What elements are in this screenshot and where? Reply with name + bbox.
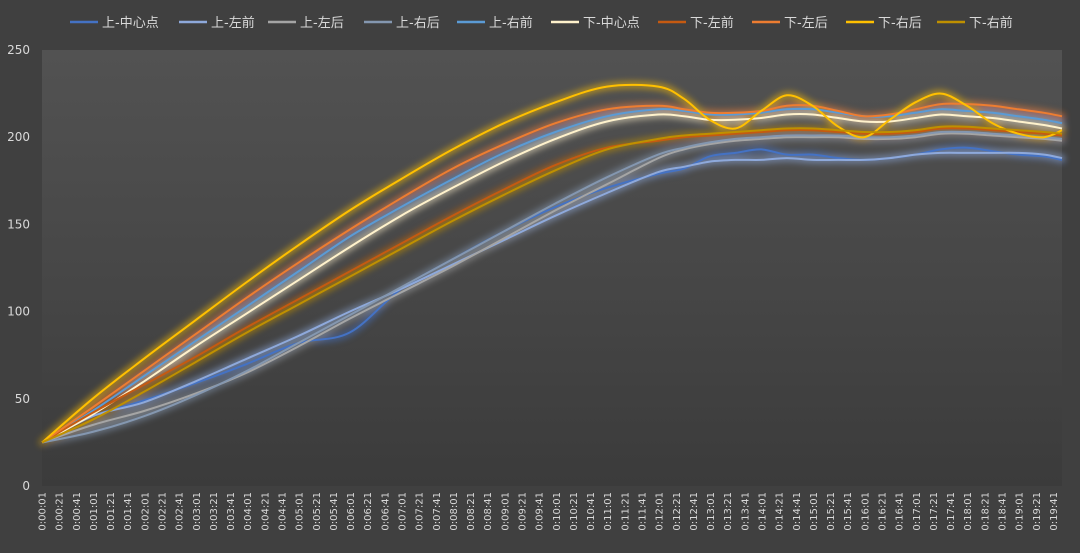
series-1-line: [41, 146, 1063, 444]
x-tick-label: 0:16:21: [878, 492, 889, 531]
x-tick-label: 0:18:41: [998, 492, 1009, 531]
legend-label: 下-左前: [690, 15, 734, 31]
series-7-line: [41, 127, 1063, 444]
y-tick-label: 250: [7, 43, 30, 57]
x-tick-label: 0:14:21: [775, 492, 786, 531]
series-9-line: [41, 83, 1063, 444]
x-tick-label: 0:00:21: [55, 492, 66, 531]
x-tick-label: 0:18:01: [963, 492, 974, 531]
legend-label: 上-左前: [211, 15, 255, 31]
x-tick-label: 0:16:41: [895, 492, 906, 531]
x-tick-label: 0:10:01: [552, 492, 563, 531]
x-tick-label: 0:14:01: [758, 492, 769, 531]
x-tick-label: 0:10:41: [586, 492, 597, 531]
series-2-line: [41, 151, 1063, 444]
x-tick-label: 0:09:01: [500, 492, 511, 531]
x-tick-label: 0:14:41: [792, 492, 803, 531]
x-tick-label: 0:13:41: [740, 492, 751, 531]
x-tick-label: 0:17:41: [946, 492, 957, 531]
legend-label: 上-左后: [300, 16, 344, 31]
x-tick-label: 0:11:01: [603, 492, 614, 531]
x-tick-label: 0:12:41: [689, 492, 700, 531]
x-tick-label: 0:07:41: [432, 492, 443, 531]
x-tick-label: 0:12:21: [672, 492, 683, 531]
x-tick-label: 0:18:21: [980, 492, 991, 531]
legend: 上-中心点 上-左前 上-左后 上-右后 上-右前 下-中心点 下-左前 下-左后 下-右后 下-…: [70, 15, 1013, 31]
legend-label: 下-中心点: [583, 16, 640, 31]
legend-label: 上-右前: [489, 15, 533, 31]
legend-label: 下-右后: [878, 16, 922, 31]
legend-label: 下-左后: [784, 16, 828, 31]
x-tick-label: 0:08:41: [483, 492, 494, 531]
x-tick-label: 0:09:41: [535, 492, 546, 531]
series-5-line: [41, 107, 1063, 444]
x-tick-label: 0:00:41: [72, 492, 83, 531]
x-tick-label: 0:02:01: [140, 492, 151, 531]
x-tick-label: 0:06:01: [346, 492, 357, 531]
y-tick-label: 200: [7, 130, 30, 144]
x-tick-label: 0:07:01: [398, 492, 409, 531]
series-10-line: [41, 125, 1063, 444]
x-tick-label: 0:10:21: [569, 492, 580, 531]
x-tick-label: 0:04:41: [278, 492, 289, 531]
x-tick-label: 0:16:01: [860, 492, 871, 531]
x-tick-label: 0:13:01: [706, 492, 717, 531]
x-tick-label: 0:00:01: [38, 492, 49, 531]
x-tick-label: 0:11:41: [638, 492, 649, 531]
x-tick-label: 0:08:21: [466, 492, 477, 531]
x-tick-label: 0:08:01: [449, 492, 460, 531]
x-tick-label: 0:09:21: [518, 492, 529, 531]
x-tick-label: 0:19:01: [1015, 492, 1026, 531]
x-tick-label: 0:03:21: [209, 492, 220, 531]
y-tick-label: 50: [15, 392, 30, 406]
x-tick-label: 0:01:21: [106, 492, 117, 531]
series-3-line: [41, 132, 1063, 444]
legend-label: 下-右前: [969, 15, 1013, 31]
x-tick-label: 0:06:41: [380, 492, 391, 531]
series-8-line: [41, 102, 1063, 444]
x-tick-label: 0:01:41: [123, 492, 134, 531]
x-tick-label: 0:06:21: [363, 492, 374, 531]
x-tick-label: 0:15:41: [843, 492, 854, 531]
x-tick-label: 0:04:01: [243, 492, 254, 531]
x-tick-label: 0:03:41: [226, 492, 237, 531]
legend-label: 上-右后: [396, 16, 440, 31]
x-tick-label: 0:15:01: [809, 492, 820, 531]
x-tick-label: 0:05:41: [329, 492, 340, 531]
series-4-line: [42, 130, 1063, 444]
x-tick-label: 0:19:21: [1032, 492, 1043, 531]
legend-label: 上-中心点: [102, 16, 159, 31]
y-tick-label: 150: [7, 217, 30, 231]
x-tick-label: 0:13:21: [723, 492, 734, 531]
x-tick-label: 0:17:01: [912, 492, 923, 531]
x-tick-label: 0:04:21: [260, 492, 271, 531]
x-tick-label: 0:01:01: [89, 492, 100, 531]
x-tick-label: 0:03:01: [192, 492, 203, 531]
x-tick-label: 0:05:01: [295, 492, 306, 531]
x-tick-label: 0:02:41: [175, 492, 186, 531]
y-tick-label: 100: [7, 305, 30, 319]
x-tick-label: 0:17:21: [929, 492, 940, 531]
x-tick-label: 0:19:41: [1049, 492, 1060, 531]
y-tick-label: 0: [22, 479, 30, 493]
x-tick-label: 0:15:21: [826, 492, 837, 531]
x-tick-label: 0:11:21: [620, 492, 631, 531]
x-tick-label: 0:05:21: [312, 492, 323, 531]
x-tick-label: 0:02:21: [158, 492, 169, 531]
x-tick-label: 0:12:01: [655, 492, 666, 531]
x-tick-label: 0:07:21: [415, 492, 426, 531]
